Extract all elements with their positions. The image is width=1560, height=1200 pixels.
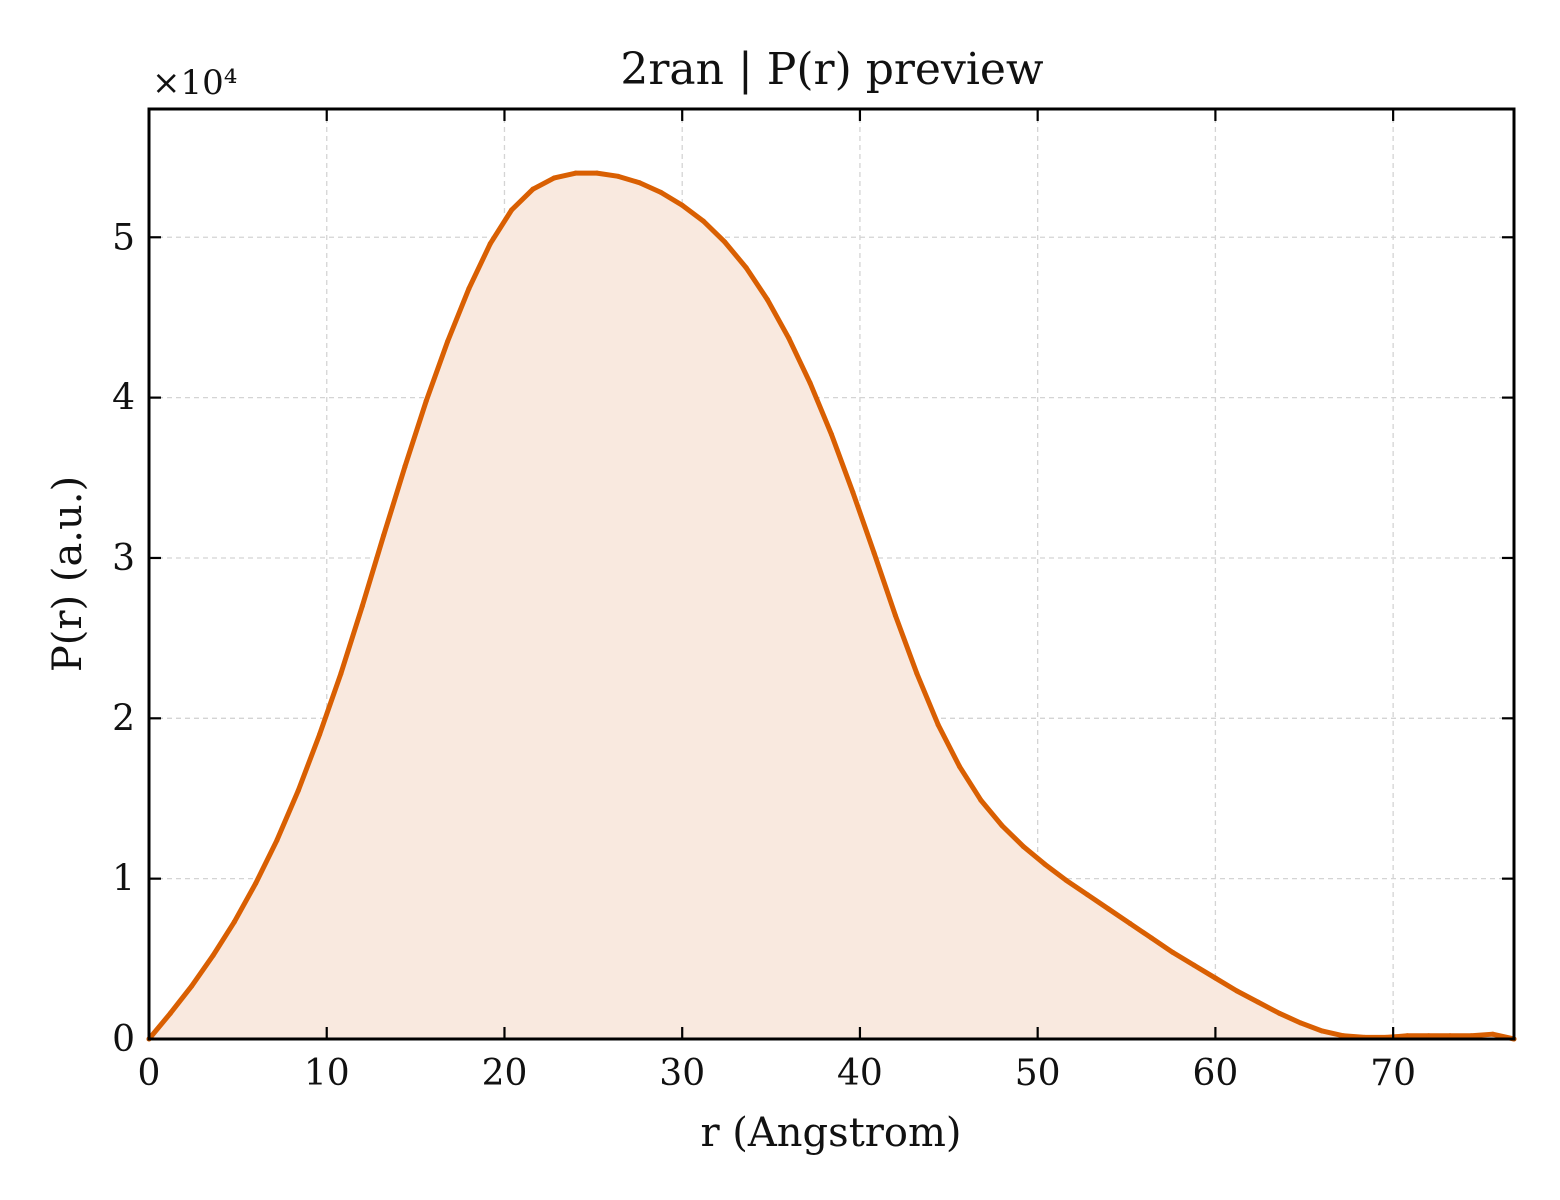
x-tick-label: 10 [304,1053,350,1094]
x-tick-label: 70 [1370,1053,1416,1094]
data-point [1170,949,1176,955]
x-tick-label: 0 [138,1053,161,1094]
data-point [999,823,1005,829]
data-point [615,173,621,179]
x-tick-label: 30 [659,1053,705,1094]
x-axis-ticks: 0 10 20 30 40 50 60 70 [138,109,1416,1094]
x-tick-label: 20 [482,1053,528,1094]
data-points [146,170,1517,1042]
x-tick-label: 50 [1015,1053,1061,1094]
x-axis-label: r (Angstrom) [700,1110,961,1156]
data-point [167,1010,173,1016]
data-point [1191,962,1197,968]
data-point [1127,921,1133,927]
data-point [1255,999,1261,1005]
data-point [1447,1033,1453,1039]
data-point [1468,1033,1474,1039]
data-point [381,533,387,539]
data-point [914,670,920,676]
y-axis-label: P(r) (a.u.) [45,476,91,672]
data-point [637,180,643,186]
y-axis-multiplier: ×10⁴ [152,63,237,103]
data-point [1234,988,1240,994]
data-point [295,787,301,793]
data-point [829,432,834,437]
data-point [1490,1031,1496,1037]
data-point [1404,1033,1410,1039]
data-point [765,297,771,303]
data-point [231,919,237,925]
data-point [1063,877,1069,883]
x-tick-label: 60 [1193,1053,1239,1094]
y-tick-label: 4 [112,378,135,419]
data-point [1426,1033,1432,1039]
data-point [743,265,749,271]
data-point [338,670,344,676]
data-point [978,797,984,803]
y-tick-label: 0 [112,1019,135,1060]
data-point [210,953,216,959]
data-point [1020,844,1026,850]
data-point [658,189,664,195]
data-point [786,335,792,341]
data-point [1042,861,1048,867]
data-point [466,286,472,292]
data-point [1212,975,1218,981]
data-point [935,722,941,728]
data-point [509,207,515,213]
data-point [1340,1033,1346,1039]
chart-title: 2ran | P(r) preview [620,44,1044,95]
data-point [551,175,557,181]
data-point [402,464,408,470]
data-point [317,731,323,737]
y-tick-label: 2 [112,698,135,739]
data-point [807,380,813,386]
x-tick-label: 40 [837,1053,883,1094]
data-point [1148,935,1154,941]
data-point [445,339,451,344]
y-tick-label: 3 [112,538,135,579]
data-point [722,239,728,245]
data-point [359,603,365,609]
data-point [956,763,962,769]
y-tick-label: 1 [112,859,135,900]
data-point [1319,1028,1325,1034]
data-point [1106,906,1112,912]
data-point [701,218,707,224]
y-axis-ticks: 0 1 2 3 4 5 [112,217,1514,1060]
data-point [871,550,877,556]
data-point [594,170,600,176]
data-point [573,170,579,176]
data-point [850,489,856,495]
data-point [487,241,493,247]
data-point [1276,1010,1282,1016]
data-point [679,202,685,208]
y-tick-label: 5 [112,217,135,258]
data-point [1084,892,1090,898]
pr-area-fill [149,173,1514,1039]
data-point [274,837,280,843]
plot-frame [147,107,1516,1041]
data-point [253,880,259,886]
data-point [892,613,898,619]
data-point [189,983,195,989]
data-point [1298,1020,1304,1026]
data-point [530,186,536,192]
data-point [423,398,429,404]
